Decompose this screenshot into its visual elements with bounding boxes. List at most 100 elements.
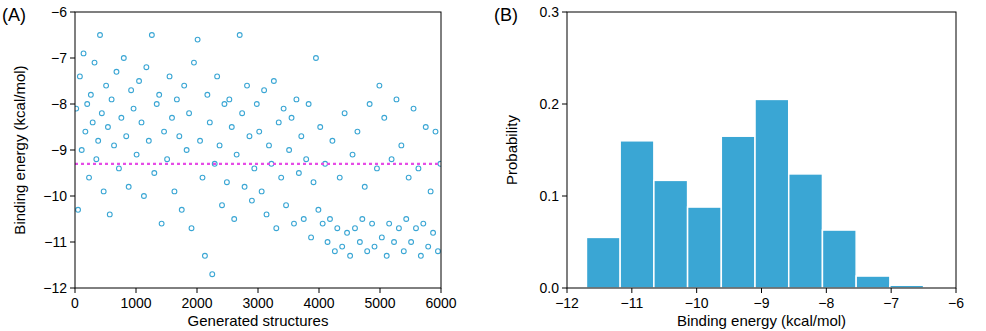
point (320, 221, 325, 226)
point (87, 175, 92, 180)
point (304, 157, 309, 162)
point (309, 235, 314, 240)
point (311, 180, 316, 185)
point (114, 69, 119, 74)
point (242, 184, 247, 189)
point (262, 88, 267, 93)
bar (721, 136, 755, 288)
point (189, 226, 194, 231)
point (90, 120, 95, 125)
panel: −12−11−10−9−8−7−60.00.10.20.3Binding ene… (494, 4, 964, 329)
point (142, 194, 147, 199)
point (104, 83, 109, 88)
point (264, 212, 269, 217)
bar (654, 180, 688, 288)
y-tick (70, 58, 75, 59)
bar (755, 99, 789, 288)
point (281, 106, 286, 111)
point (215, 74, 220, 79)
point (94, 157, 99, 162)
point (372, 244, 377, 249)
point (355, 129, 360, 134)
point (382, 115, 387, 120)
point (332, 249, 337, 254)
x-tick (441, 288, 442, 293)
point (159, 221, 164, 226)
y-tick (70, 242, 75, 243)
point (98, 33, 103, 38)
point (267, 143, 272, 148)
y-tick-label: −12 (43, 280, 67, 296)
point (79, 148, 84, 153)
point (203, 253, 208, 258)
point (276, 120, 281, 125)
x-tick (197, 288, 198, 293)
point (234, 152, 239, 157)
point (362, 184, 367, 189)
point (237, 33, 242, 38)
point (157, 92, 162, 97)
point (129, 88, 134, 93)
point (418, 253, 423, 258)
y-tick-label: −8 (51, 96, 67, 112)
point (279, 175, 284, 180)
point (76, 207, 81, 212)
point (187, 111, 192, 116)
frame (75, 12, 441, 288)
point (367, 102, 372, 107)
point (217, 143, 222, 148)
point (296, 171, 301, 176)
point (254, 102, 259, 107)
point (299, 134, 304, 139)
point (192, 60, 197, 65)
point (306, 102, 311, 107)
point (287, 148, 292, 153)
point (409, 240, 414, 245)
x-tick-label: 5000 (364, 295, 395, 311)
x-tick-label: −11 (620, 295, 643, 311)
point (301, 217, 306, 222)
point (375, 166, 380, 171)
bar (822, 230, 856, 288)
point (316, 207, 321, 212)
point (198, 138, 203, 143)
point (426, 244, 431, 249)
point (92, 60, 97, 65)
point (350, 152, 355, 157)
bar (789, 174, 823, 288)
point (340, 244, 345, 249)
x-tick-label: −8 (818, 295, 834, 311)
point (96, 138, 101, 143)
y-tick-label: −6 (51, 4, 67, 20)
bar (856, 276, 890, 288)
x-tick-label: 1000 (120, 295, 151, 311)
point (348, 253, 353, 258)
x-tick (696, 288, 697, 293)
x-tick (319, 288, 320, 293)
y-tick (562, 104, 567, 105)
y-tick (70, 288, 75, 289)
y-tick (70, 12, 75, 13)
point (149, 33, 154, 38)
point (289, 115, 294, 120)
x-tick (136, 288, 137, 293)
y-tick (562, 288, 567, 289)
y-tick-label: 0.1 (540, 188, 560, 204)
point (167, 74, 172, 79)
point (152, 171, 157, 176)
bar (620, 141, 654, 288)
point (124, 134, 129, 139)
point (146, 138, 151, 143)
plot-area (586, 99, 923, 288)
point (162, 129, 167, 134)
point (421, 221, 426, 226)
reference-line (75, 163, 441, 165)
y-axis-title: Binding energy (kcal/mol) (11, 65, 28, 234)
point (252, 166, 257, 171)
point (379, 235, 384, 240)
x-tick (891, 288, 892, 293)
y-tick-label: −10 (43, 188, 67, 204)
frame (567, 12, 956, 288)
point (245, 83, 250, 88)
plot-area (75, 33, 441, 277)
